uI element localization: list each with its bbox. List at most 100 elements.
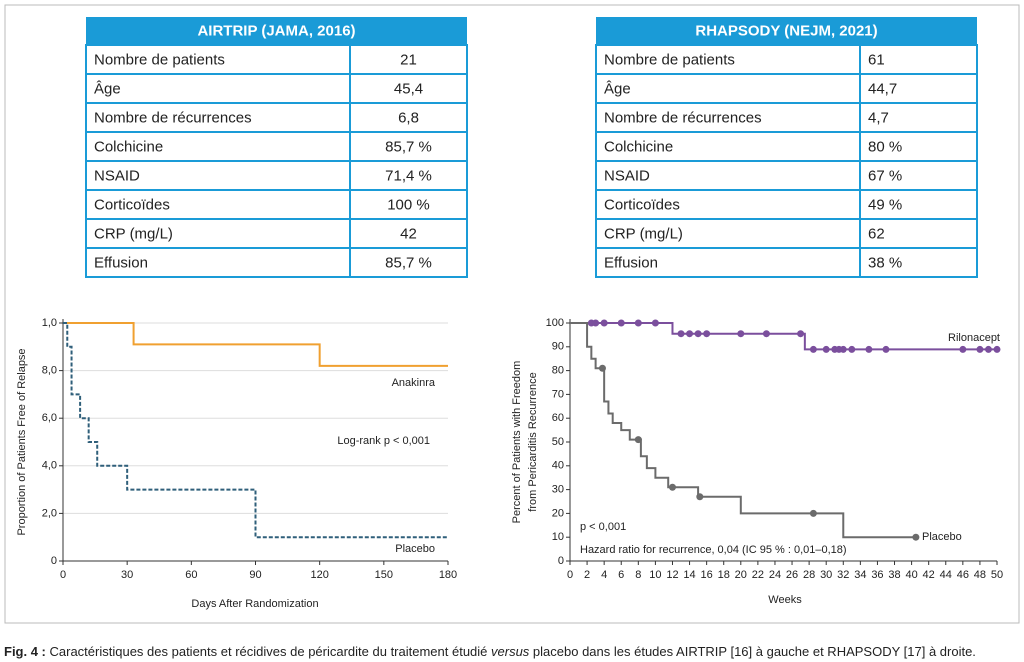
censor-mark [809, 345, 817, 353]
row-value: 49 % [868, 196, 902, 213]
row-label: Nombre de patients [604, 51, 735, 68]
censor-mark [617, 319, 625, 327]
x-tick-label: 14 [683, 569, 695, 581]
table-cell [349, 160, 468, 191]
table-cell [595, 160, 861, 191]
row-value: 21 [400, 51, 417, 68]
x-tick-label: 28 [803, 569, 815, 581]
table-cell [595, 73, 861, 104]
table-cell [859, 44, 978, 75]
row-label: Effusion [604, 254, 658, 271]
survival-curve [63, 322, 448, 367]
censor-mark [686, 330, 694, 338]
x-tick-label: 0 [567, 569, 573, 581]
censor-mark [634, 319, 642, 327]
series-label: Placebo [395, 543, 435, 555]
row-label: Corticoïdes [604, 196, 680, 213]
row-label: Effusion [94, 254, 148, 271]
row-value: 6,8 [398, 109, 419, 126]
y-axis-label: Percent of Patients with Freedom [511, 361, 523, 524]
row-value: 38 % [868, 254, 902, 271]
table-cell [595, 247, 861, 278]
x-tick-label: 8 [635, 569, 641, 581]
x-tick-label: 150 [375, 569, 393, 581]
censor-mark [822, 345, 830, 353]
censor-mark [600, 319, 608, 327]
annotation: p < 0,001 [580, 521, 626, 533]
table-cell [595, 44, 861, 75]
table-header [86, 17, 467, 44]
x-tick-label: 12 [666, 569, 678, 581]
table-cell [349, 102, 468, 133]
censor-mark [809, 509, 817, 517]
caption-text: Caractéristiques des patients et récidiv… [46, 644, 491, 659]
x-tick-label: 38 [888, 569, 900, 581]
y-tick-label: 10 [552, 531, 564, 543]
frame [4, 4, 1020, 624]
censor-mark [882, 345, 890, 353]
row-value: 45,4 [394, 80, 423, 97]
y-tick-label: 100 [546, 317, 564, 329]
row-label: CRP (mg/L) [94, 225, 173, 242]
row-label: Corticoïdes [94, 196, 170, 213]
table-cell [349, 189, 468, 220]
y-tick-label: 80 [552, 365, 564, 377]
censor-mark [737, 330, 745, 338]
series-label: Placebo [922, 531, 962, 543]
row-value: 62 [868, 225, 885, 242]
y-tick-label: 8,0 [42, 365, 57, 377]
x-axis-label: Weeks [768, 594, 802, 606]
y-tick-label: 90 [552, 341, 564, 353]
table-cell [85, 73, 351, 104]
row-label: Âge [94, 80, 121, 97]
row-value: 67 % [868, 167, 902, 184]
x-tick-label: 60 [185, 569, 197, 581]
row-value: 80 % [868, 138, 902, 155]
row-value: 61 [868, 51, 885, 68]
censor-mark [993, 345, 1001, 353]
y-tick-label: 6,0 [42, 412, 57, 424]
y-tick-label: 60 [552, 412, 564, 424]
censor-mark [976, 345, 984, 353]
censor-mark [598, 364, 606, 372]
caption-emphasis: versus [491, 644, 530, 659]
censor-mark [797, 330, 805, 338]
table-cell [349, 73, 468, 104]
x-tick-label: 120 [310, 569, 328, 581]
y-axis-label: from Pericarditis Recurrence [527, 372, 539, 511]
caption: Fig. 4 : Caractéristiques des patients e… [4, 644, 976, 659]
censor-mark [959, 345, 967, 353]
row-label: Colchicine [604, 138, 673, 155]
table-title: AIRTRIP (JAMA, 2016) [197, 22, 355, 39]
x-tick-label: 18 [718, 569, 730, 581]
censor-mark [839, 345, 847, 353]
censor-mark [694, 330, 702, 338]
row-value: 85,7 % [385, 138, 432, 155]
x-tick-label: 0 [60, 569, 66, 581]
row-label: Nombre de récurrences [604, 109, 762, 126]
row-value: 100 % [387, 196, 430, 213]
y-tick-label: 2,0 [42, 507, 57, 519]
table-cell [859, 102, 978, 133]
x-tick-label: 44 [940, 569, 952, 581]
y-tick-label: 0 [51, 555, 57, 567]
row-label: Nombre de récurrences [94, 109, 252, 126]
caption-label: Fig. 4 : [4, 644, 46, 659]
table-cell [859, 247, 978, 278]
row-label: Colchicine [94, 138, 163, 155]
x-tick-label: 50 [991, 569, 1003, 581]
table-title: RHAPSODY (NEJM, 2021) [695, 22, 877, 39]
censor-mark [912, 533, 920, 541]
censor-mark [865, 345, 873, 353]
y-tick-label: 30 [552, 484, 564, 496]
x-tick-label: 30 [121, 569, 133, 581]
table-cell [349, 218, 468, 249]
series-label: Anakinra [392, 377, 436, 389]
x-tick-label: 48 [974, 569, 986, 581]
censor-mark [696, 493, 704, 501]
x-tick-label: 180 [439, 569, 457, 581]
row-value: 42 [400, 225, 417, 242]
annotation: Log-rank p < 0,001 [337, 435, 430, 447]
y-tick-label: 1,0 [42, 317, 57, 329]
x-tick-label: 22 [752, 569, 764, 581]
